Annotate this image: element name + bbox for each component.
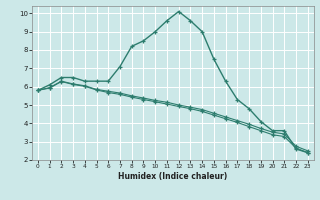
X-axis label: Humidex (Indice chaleur): Humidex (Indice chaleur)	[118, 172, 228, 181]
